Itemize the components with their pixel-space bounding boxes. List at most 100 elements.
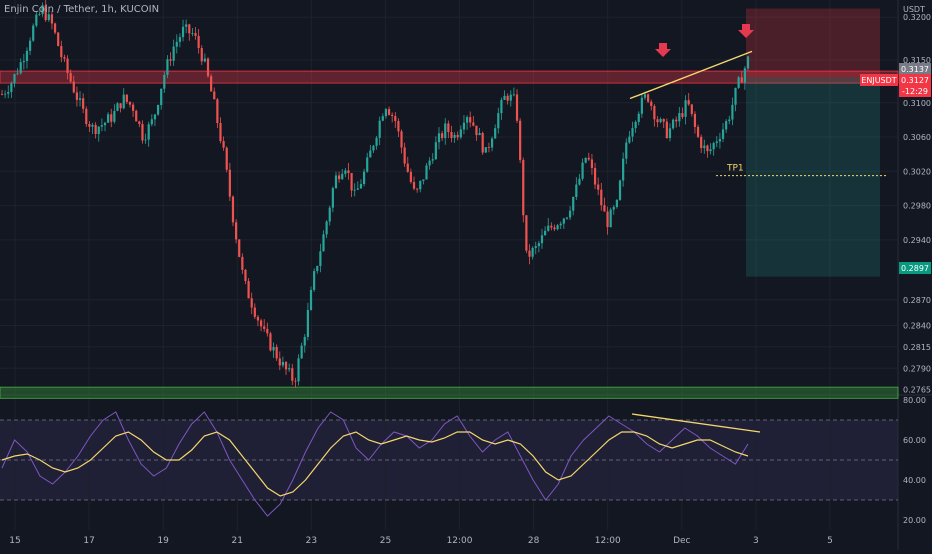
chart-title: Enjin Coin / Tether, 1h, KUCOIN [4, 4, 160, 15]
candle-body [369, 150, 372, 158]
candle-body [746, 56, 750, 69]
candle-body [600, 189, 603, 206]
candle-body [700, 136, 703, 149]
candle-body [141, 124, 144, 141]
candle-body [622, 158, 625, 181]
candle-body [19, 62, 22, 74]
candle-body [222, 141, 225, 148]
candle-body [356, 188, 359, 190]
candle-body [437, 133, 441, 143]
rsi-tick-label: 20.00 [903, 516, 926, 525]
x-tick-label: 19 [157, 536, 169, 546]
candle-body [44, 5, 47, 21]
y-tick-label: 0.3200 [903, 13, 931, 22]
candle-body [178, 37, 182, 42]
symbol-badge-text: ENJUSDT [861, 76, 896, 85]
candle-body [650, 101, 653, 106]
candle-body [334, 175, 338, 189]
candle-body [634, 121, 637, 129]
price-badge [899, 262, 931, 274]
candle-body [603, 205, 606, 212]
candle-body [38, 14, 41, 15]
candle-body [737, 77, 740, 88]
candle-body [444, 123, 447, 139]
candle-body [647, 94, 650, 102]
candle-body [640, 97, 643, 114]
candle-body [609, 209, 612, 228]
price-badge-text: 0.3127 [901, 76, 929, 85]
candle-body [66, 58, 69, 73]
candle-body [681, 113, 684, 117]
y-tick-label: 0.2980 [903, 202, 931, 211]
trendline [629, 50, 753, 100]
candle-body [91, 124, 94, 127]
y-tick-label: 0.2840 [903, 321, 931, 330]
candle-body [547, 225, 550, 231]
candle-body [153, 114, 157, 120]
candle-body [375, 137, 378, 146]
candle-body [194, 33, 197, 36]
candle-body [559, 223, 562, 226]
candle-body [515, 94, 519, 121]
candle-body [266, 328, 269, 334]
candle-body [671, 119, 675, 129]
candle-body [41, 5, 44, 15]
candle-body [313, 271, 316, 290]
candle-body [122, 94, 125, 109]
candle-body [185, 24, 188, 27]
candle-body [107, 114, 110, 123]
candle-body [575, 184, 578, 198]
candle-body [525, 215, 528, 251]
candle-body [481, 132, 484, 153]
candle-body [734, 87, 737, 105]
candle-body [25, 50, 29, 62]
candle-body [228, 169, 231, 197]
candle-body [138, 121, 141, 125]
candle-body [718, 138, 722, 142]
symbol-badge [860, 74, 898, 86]
candle-body [684, 100, 687, 117]
candle-body [425, 165, 428, 180]
candle-body [397, 120, 400, 132]
candle-body [556, 225, 559, 230]
candle-body [341, 173, 344, 180]
rsi-trendline [631, 413, 761, 433]
candle-body [263, 326, 266, 329]
candle-body [447, 123, 450, 133]
candle-body [131, 104, 135, 111]
candle-body [478, 132, 481, 136]
candle-body [469, 117, 472, 123]
candle-body [422, 179, 425, 181]
candle-body [175, 41, 178, 47]
candle-body [631, 128, 634, 137]
candle-body [216, 99, 219, 124]
candle-body [675, 119, 678, 122]
candle-body [615, 199, 619, 208]
candle-body [206, 58, 210, 77]
candle-body [453, 134, 456, 139]
candle-body [309, 289, 313, 310]
candle-body [125, 94, 128, 102]
candle-body [284, 362, 288, 370]
candle-body [490, 138, 494, 148]
price-badge [899, 74, 931, 86]
candle-body [459, 129, 462, 138]
candle-body [456, 134, 459, 138]
candle-body [590, 159, 594, 168]
candle-body [659, 119, 662, 123]
candle-body [709, 149, 712, 152]
candle-body [731, 104, 734, 120]
price-badge [899, 63, 931, 75]
candle-body [428, 160, 431, 166]
candle-body [316, 265, 319, 272]
candle-body [128, 101, 132, 105]
candle-body [606, 211, 609, 228]
candle-body [347, 170, 350, 174]
candle-body [82, 98, 85, 109]
candle-body [519, 120, 522, 160]
candle-body [381, 116, 384, 121]
candle-body [465, 117, 469, 123]
candle-body [366, 157, 369, 172]
